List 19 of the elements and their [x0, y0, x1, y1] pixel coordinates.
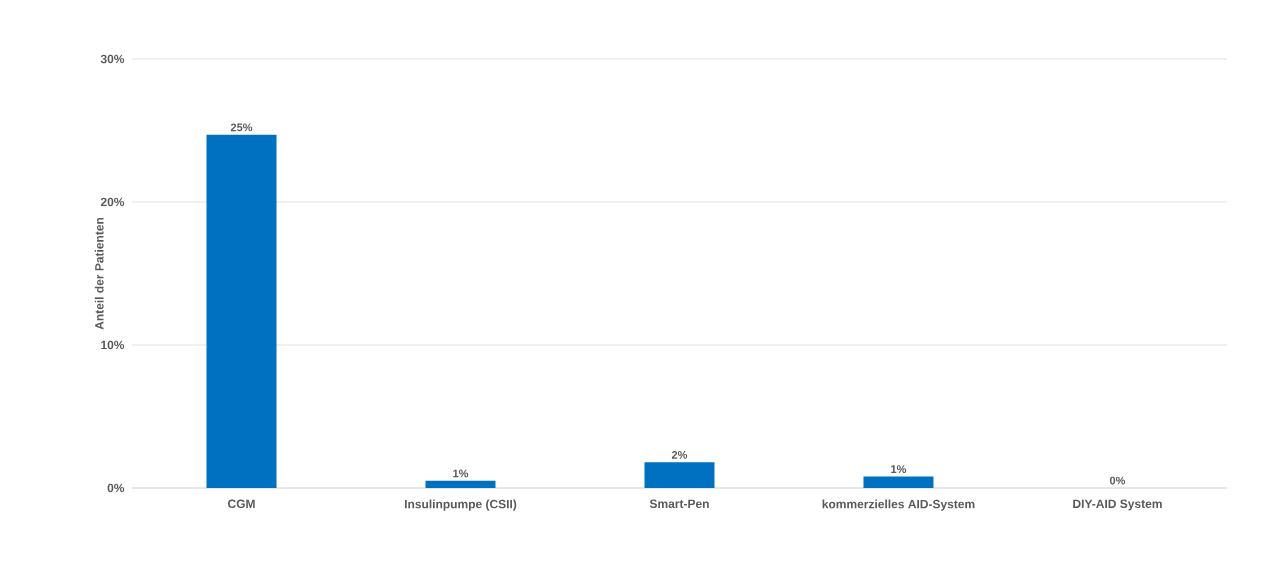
bar — [425, 480, 496, 488]
x-tick-label: Insulinpumpe (CSII) — [404, 499, 517, 511]
x-tick-label: kommerzielles AID-System — [822, 499, 975, 511]
y-tick-label: 20% — [100, 197, 125, 207]
data-label: 0% — [1109, 476, 1126, 485]
y-tick-label: 10% — [101, 340, 125, 350]
data-label: 1% — [453, 469, 469, 478]
x-tick-label: CGM — [228, 499, 255, 509]
data-label: 25% — [230, 123, 253, 132]
y-tick-label: 0% — [107, 483, 125, 493]
y-tick-label: 30% — [100, 54, 125, 64]
data-label: 1% — [891, 465, 907, 474]
data-label: 2% — [671, 450, 688, 459]
bar — [206, 134, 277, 488]
x-tick-label: DIY-AID System — [1073, 499, 1162, 511]
bar — [644, 462, 715, 488]
y-axis-title: Anteil der Patienten — [94, 217, 104, 330]
x-tick-label: Smart-Pen — [649, 499, 709, 509]
bar — [863, 476, 934, 488]
